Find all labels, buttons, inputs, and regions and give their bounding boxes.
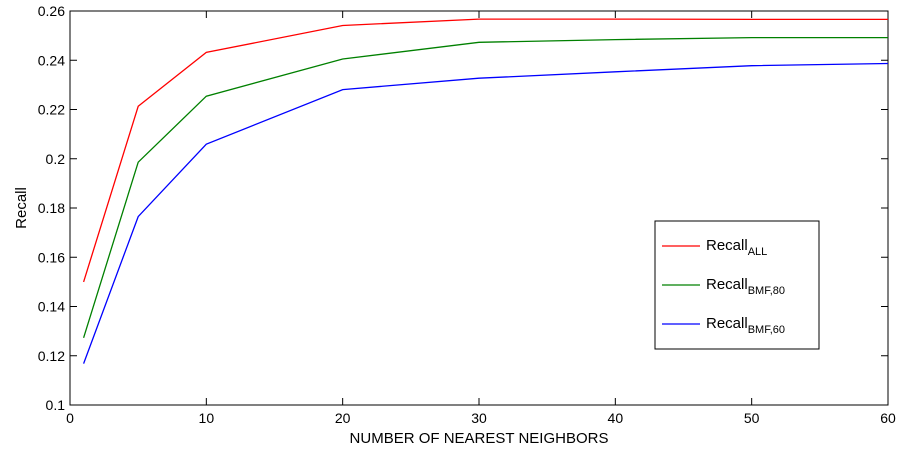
tick-labels: 0 10 20 30 40 50 60 0.1 0.12 0.14 0.16 0.18 0.2 0.22 0… [38, 3, 896, 426]
series-line-bmf-60 [82, 62, 889, 364]
x-tick-label: 40 [608, 410, 624, 426]
series-layer [82, 18, 889, 364]
y-tick-label: 0.24 [38, 52, 65, 68]
x-tick-label: 10 [199, 410, 215, 426]
y-tick-label: 0.22 [38, 102, 65, 118]
series-line-all [82, 18, 888, 283]
x-axis-label: NUMBER OF NEAREST NEIGHBORS [350, 430, 609, 447]
x-tick-label: 60 [880, 410, 896, 426]
axis-ticks [69, 10, 889, 406]
x-tick-label: 50 [744, 410, 760, 426]
y-tick-label: 0.14 [38, 299, 65, 315]
y-tick-label: 0.16 [38, 249, 65, 265]
series-line-bmf-80 [82, 36, 888, 338]
y-tick-label: 0.26 [38, 3, 65, 19]
x-tick-label: 30 [471, 410, 487, 426]
x-tick-label: 0 [66, 410, 74, 426]
y-axis-label: Recall [13, 187, 30, 229]
legend-subscript-bmf-60: BMF,60 [748, 324, 785, 336]
y-tick-label: 0.18 [38, 200, 65, 216]
y-tick-label: 0.12 [38, 348, 65, 364]
y-tick-label: 0.1 [46, 397, 66, 413]
y-tick-label: 0.2 [46, 151, 66, 167]
legend-subscript-all: ALL [748, 246, 768, 258]
legend-subscript-bmf-80: BMF,80 [748, 285, 785, 297]
x-tick-label: 20 [335, 410, 351, 426]
